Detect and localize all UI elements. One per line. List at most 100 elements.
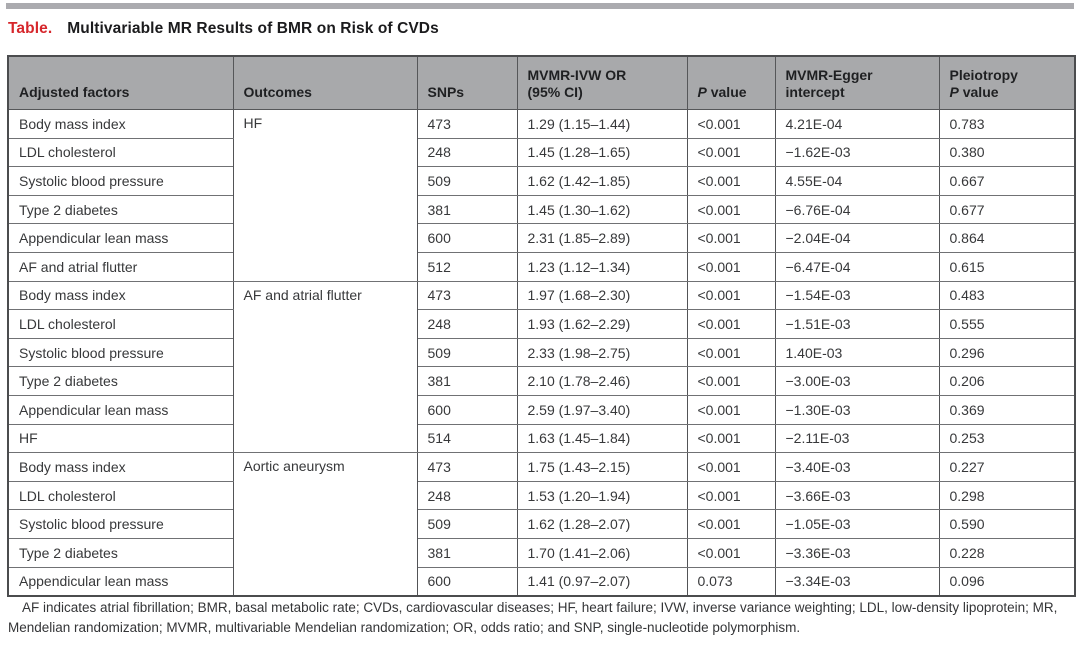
header-text: intercept (785, 84, 845, 100)
cell-pleiotropy-p: 0.590 (938, 509, 1076, 539)
header-line: P value (698, 84, 767, 101)
header-text: P (697, 84, 707, 100)
cell-or-ci: 1.93 (1.62–2.29) (516, 309, 688, 339)
cell-or-ci: 1.45 (1.28–1.65) (516, 137, 688, 168)
header-text: MVMR-IVW OR (527, 67, 627, 83)
header-cell-mvmr-ivw-or: MVMR-IVW OR (95% CI) (516, 55, 688, 110)
table-row: Type 2 diabetes 381 2.10 (1.78–2.46) <0.001… (7, 366, 1076, 396)
table-row: HF 514 1.63 (1.45–1.84) <0.001 −2.11E-03 0.25… (7, 423, 1076, 454)
table-row: Systolic blood pressure 509 2.33 (1.98–2.7… (7, 337, 1076, 368)
cell-snps: 512 (416, 251, 518, 282)
cell-pleiotropy-p: 0.864 (938, 223, 1076, 253)
header-text: MVMR-Egger (785, 67, 873, 83)
table-title: Table. Multivariable MR Results of BMR on… (8, 20, 439, 38)
cell-adjusted-factor: Type 2 diabetes (7, 366, 234, 396)
cell-or-ci: 2.31 (1.85–2.89) (516, 223, 688, 253)
cell-egger-intercept: −1.54E-03 (774, 280, 940, 311)
cell-p-value: <0.001 (686, 166, 776, 196)
top-rule-divider (6, 3, 1074, 9)
cell-snps: 248 (416, 309, 518, 339)
cell-snps: 509 (416, 337, 518, 368)
table-row: AF and atrial flutter 512 1.23 (1.12–1.34)… (7, 251, 1076, 282)
header-line: intercept (786, 84, 931, 101)
cell-p-value: <0.001 (686, 223, 776, 253)
cell-egger-intercept: −1.51E-03 (774, 309, 940, 339)
table-row: LDL cholesterol 248 1.45 (1.28–1.65) <0.001… (7, 137, 1076, 168)
cell-p-value: <0.001 (686, 194, 776, 225)
cell-egger-intercept: −3.34E-03 (774, 566, 940, 597)
cell-pleiotropy-p: 0.615 (938, 251, 1076, 282)
cell-p-value: <0.001 (686, 137, 776, 168)
header-text: P (949, 84, 959, 100)
header-text: Adjusted factors (19, 84, 130, 100)
cell-p-value: <0.001 (686, 251, 776, 282)
table-row: Body mass index HF 473 1.29 (1.15–1.44) <0.0… (7, 109, 1076, 282)
cell-or-ci: 1.62 (1.42–1.85) (516, 166, 688, 196)
table-row: Body mass index Aortic aneurysm 473 1.75 (1… (7, 452, 1076, 597)
cell-snps: 509 (416, 509, 518, 539)
cell-adjusted-factor: Appendicular lean mass (7, 394, 234, 425)
cell-egger-intercept: 4.21E-04 (774, 109, 940, 139)
cell-or-ci: 1.62 (1.28–2.07) (516, 509, 688, 539)
table-row: Type 2 diabetes 381 1.45 (1.30–1.62) <0.001… (7, 194, 1076, 225)
cell-adjusted-factor: Appendicular lean mass (7, 566, 234, 597)
header-text: value (706, 84, 747, 100)
header-cell-mvmr-egger-intercept: MVMR-Egger intercept (774, 55, 940, 110)
cell-outcome: HF (232, 109, 418, 282)
cell-adjusted-factor: Type 2 diabetes (7, 194, 234, 225)
cell-pleiotropy-p: 0.298 (938, 480, 1076, 511)
header-cell-outcomes: Outcomes (232, 55, 418, 110)
header-cell-pleiotropy-p-value: Pleiotropy P value (938, 55, 1076, 110)
cell-outcome: Aortic aneurysm (232, 452, 418, 597)
header-line: SNPs (428, 84, 509, 101)
cell-adjusted-factor: LDL cholesterol (7, 480, 234, 511)
cell-pleiotropy-p: 0.783 (938, 109, 1076, 139)
table-header-row: Adjusted factors Outcomes SNPs MVMR-IVW OR(… (7, 55, 1076, 110)
cell-egger-intercept: −6.47E-04 (774, 251, 940, 282)
table-row: Systolic blood pressure 509 1.62 (1.28–2.0… (7, 509, 1076, 539)
cell-pleiotropy-p: 0.677 (938, 194, 1076, 225)
cell-or-ci: 1.45 (1.30–1.62) (516, 194, 688, 225)
cell-pleiotropy-p: 0.206 (938, 366, 1076, 396)
header-cell-adjusted-factors: Adjusted factors (7, 55, 234, 110)
header-line: Pleiotropy (950, 67, 1067, 84)
cell-pleiotropy-p: 0.483 (938, 280, 1076, 311)
cell-snps: 509 (416, 166, 518, 196)
cell-p-value: <0.001 (686, 280, 776, 311)
mr-results-table: Adjusted factors Outcomes SNPs MVMR-IVW OR(… (7, 55, 1076, 597)
cell-egger-intercept: −2.04E-04 (774, 223, 940, 253)
cell-pleiotropy-p: 0.380 (938, 137, 1076, 168)
cell-p-value: <0.001 (686, 537, 776, 568)
cell-p-value: <0.001 (686, 394, 776, 425)
cell-pleiotropy-p: 0.555 (938, 309, 1076, 339)
cell-p-value: <0.001 (686, 109, 776, 139)
cell-outcome: AF and atrial flutter (232, 280, 418, 454)
cell-p-value: <0.001 (686, 509, 776, 539)
table-row: Appendicular lean mass 600 2.59 (1.97–3.40… (7, 394, 1076, 425)
table-row: Appendicular lean mass 600 2.31 (1.85–2.89… (7, 223, 1076, 253)
cell-or-ci: 1.41 (0.97–2.07) (516, 566, 688, 597)
cell-egger-intercept: −1.62E-03 (774, 137, 940, 168)
cell-snps: 473 (416, 109, 518, 139)
cell-or-ci: 1.29 (1.15–1.44) (516, 109, 688, 139)
table-row: Body mass index AF and atrial flutter 473 1… (7, 280, 1076, 454)
cell-or-ci: 1.63 (1.45–1.84) (516, 423, 688, 454)
cell-egger-intercept: −6.76E-04 (774, 194, 940, 225)
cell-adjusted-factor: LDL cholesterol (7, 137, 234, 168)
cell-adjusted-factor: LDL cholesterol (7, 309, 234, 339)
cell-adjusted-factor: Systolic blood pressure (7, 337, 234, 368)
cell-or-ci: 1.53 (1.20–1.94) (516, 480, 688, 511)
cell-p-value: <0.001 (686, 480, 776, 511)
table-title-text: Multivariable MR Results of BMR on Risk … (67, 20, 439, 37)
cell-snps: 248 (416, 480, 518, 511)
cell-adjusted-factor: Systolic blood pressure (7, 509, 234, 539)
cell-adjusted-factor: Systolic blood pressure (7, 166, 234, 196)
header-line: P value (950, 84, 1067, 101)
header-text: SNPs (427, 84, 465, 100)
cell-snps: 473 (416, 452, 518, 482)
cell-or-ci: 2.59 (1.97–3.40) (516, 394, 688, 425)
cell-or-ci: 2.10 (1.78–2.46) (516, 366, 688, 396)
cell-adjusted-factor: Body mass index (7, 280, 234, 311)
cell-egger-intercept: −3.40E-03 (774, 452, 940, 482)
table-row: Systolic blood pressure 509 1.62 (1.42–1.8… (7, 166, 1076, 196)
